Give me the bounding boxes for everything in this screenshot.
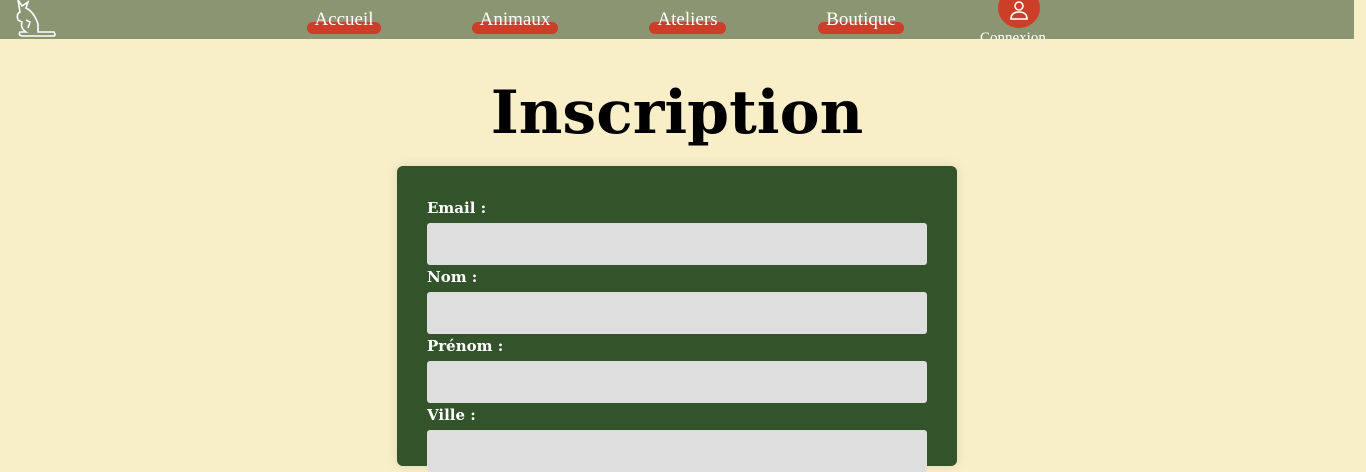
email-label: Email : [427,199,487,217]
signup-form: Email : Nom : Prénom : Ville : [397,166,957,472]
top-nav: Accueil Animaux Ateliers Boutique Connex… [0,0,1354,39]
nav-label: Accueil [314,9,374,30]
prenom-label: Prénom : [427,337,504,355]
prenom-field[interactable] [427,361,927,403]
user-icon [1010,1,1028,20]
nav-label: Ateliers [657,9,718,30]
nav-accueil[interactable]: Accueil [307,8,381,34]
ville-field[interactable] [427,430,927,472]
nav-ateliers[interactable]: Ateliers [649,8,726,34]
nav-boutique[interactable]: Boutique [818,8,904,34]
nav-label: Animaux [479,9,551,30]
nom-label: Nom : [427,268,478,286]
kangaroo-logo-icon[interactable] [14,0,58,38]
login-button[interactable] [998,0,1040,28]
login-label[interactable]: Connexion [980,30,1046,39]
nav-label: Boutique [826,9,896,30]
page-title: Inscription [490,78,864,148]
ville-label: Ville : [427,406,476,424]
nav-animaux[interactable]: Animaux [472,8,558,34]
email-field[interactable] [427,223,927,265]
nom-field[interactable] [427,292,927,334]
